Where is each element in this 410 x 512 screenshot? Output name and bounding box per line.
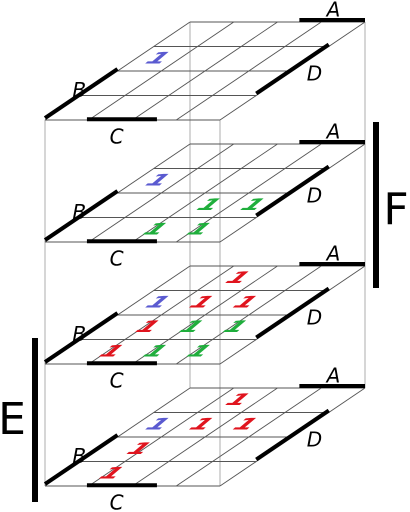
one: 1 <box>122 439 157 458</box>
e-label: E <box>0 394 26 445</box>
label-b: B <box>72 322 86 346</box>
one: 1 <box>131 317 166 336</box>
label-bar <box>255 286 330 340</box>
one: 1 <box>94 463 129 482</box>
label-c: C <box>110 491 124 512</box>
label-bar <box>255 408 330 462</box>
label-bar <box>43 433 119 486</box>
label-bar <box>43 67 119 120</box>
one: 1 <box>182 219 217 238</box>
label-b: B <box>72 78 86 102</box>
label-d: D <box>307 428 322 452</box>
one: 1 <box>174 317 209 336</box>
one: 1 <box>94 341 129 360</box>
label-bar <box>255 42 330 96</box>
grid-line <box>175 387 322 487</box>
label-d: D <box>307 184 322 208</box>
f-label: F <box>383 184 408 235</box>
label-a: A <box>325 120 341 144</box>
label-c: C <box>110 125 124 149</box>
label-bar <box>43 189 119 242</box>
label-c: C <box>110 247 124 271</box>
grid-line <box>175 265 322 365</box>
one: 1 <box>138 219 173 238</box>
one: 1 <box>218 317 253 336</box>
label-d: D <box>307 62 322 86</box>
label-a: A <box>325 242 341 266</box>
label-a: A <box>325 364 341 388</box>
one: 1 <box>138 341 173 360</box>
label-bar <box>255 164 330 218</box>
label-b: B <box>72 200 86 224</box>
label-b: B <box>72 444 86 468</box>
grid-line <box>175 21 322 121</box>
grid-line <box>175 143 322 243</box>
label-d: D <box>307 306 322 330</box>
label-a: A <box>325 0 341 22</box>
label-bar <box>43 311 119 364</box>
label-c: C <box>110 369 124 393</box>
one: 1 <box>182 341 217 360</box>
